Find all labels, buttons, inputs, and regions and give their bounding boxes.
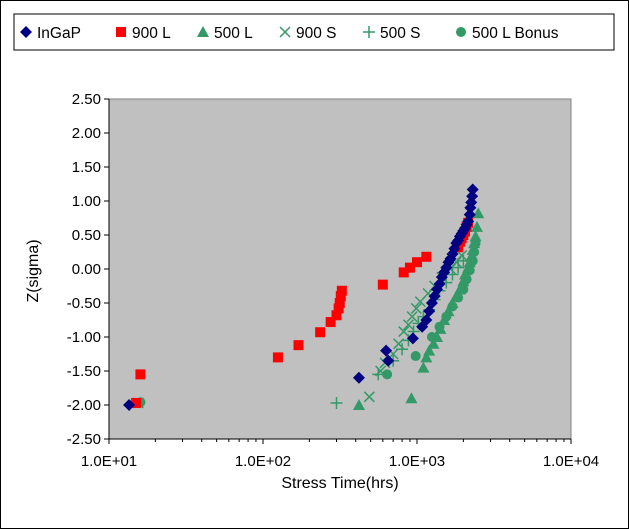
data-point (380, 344, 393, 357)
data-point (466, 190, 479, 203)
data-point (406, 311, 418, 323)
data-point (442, 305, 455, 317)
y-tick-label: 2.50 (72, 91, 101, 108)
data-point (431, 331, 444, 342)
y-tick-label: -2.00 (67, 397, 101, 414)
y-tick-label: 2.00 (72, 125, 101, 142)
data-point (334, 298, 345, 308)
data-point (434, 322, 447, 334)
data-point (382, 369, 393, 380)
data-point (398, 267, 409, 278)
data-point (466, 183, 479, 196)
data-point (131, 397, 142, 408)
y-tick-label: 0.50 (72, 227, 101, 244)
legend-label: 900 S (296, 25, 337, 42)
plot-area (108, 98, 572, 440)
data-point (272, 352, 283, 363)
legend-label: InGaP (37, 25, 81, 42)
y-tick-label: 1.50 (72, 159, 101, 176)
x-axis-title: Stress Time(hrs) (281, 475, 398, 492)
data-point (398, 326, 410, 338)
data-point (336, 285, 347, 296)
legend-item: InGaP (20, 25, 81, 42)
data-point (375, 365, 387, 377)
data-point (331, 310, 342, 321)
data-point (406, 332, 419, 345)
series-500-l (352, 207, 485, 410)
y-tick-label: -1.50 (67, 363, 101, 380)
data-point (457, 275, 470, 287)
data-point (330, 396, 343, 409)
legend-item: 500 L (197, 25, 253, 42)
data-point (333, 303, 344, 314)
y-tick-label: -1.00 (67, 329, 101, 346)
data-point (446, 297, 459, 308)
data-point (459, 268, 472, 280)
data-point (393, 338, 405, 350)
x-tick-label: 1.0E+02 (235, 453, 291, 470)
data-point (352, 399, 365, 410)
legend-label: 500 L Bonus (472, 25, 559, 42)
legend-marker (116, 27, 126, 37)
data-point (293, 340, 304, 351)
legend-marker (197, 26, 209, 37)
data-point (469, 230, 482, 242)
data-point (423, 344, 436, 356)
series-ingap (123, 183, 479, 411)
data-point (410, 351, 421, 362)
data-point (412, 257, 422, 268)
series-layer (123, 183, 485, 411)
data-point (438, 314, 451, 325)
data-point (135, 369, 146, 380)
data-point (417, 361, 430, 373)
data-point (470, 220, 483, 232)
data-point (410, 302, 422, 314)
legend-item: 500 S (363, 25, 421, 42)
legend-marker (363, 26, 375, 38)
y-tick-label: 1.00 (72, 193, 101, 210)
y-tick-label: -0.50 (67, 295, 101, 312)
data-point (450, 290, 463, 302)
y-axis-title: Z(sigma) (25, 239, 42, 302)
data-point (352, 371, 365, 384)
legend-label: 900 L (132, 25, 171, 42)
data-point (405, 392, 418, 404)
legend: InGaP 900 L 500 L 900 S 500 S 500 L Bonus (20, 25, 559, 42)
data-point (377, 279, 388, 290)
data-point (472, 207, 485, 219)
legend-item: 900 S (279, 25, 337, 42)
x-tick-label: 1.0E+03 (389, 453, 445, 470)
x-tick-label: 1.0E+01 (81, 453, 137, 470)
legend-marker (456, 27, 466, 37)
data-point (427, 337, 440, 349)
legend-marker (20, 26, 32, 38)
data-point (453, 283, 466, 295)
data-point (463, 208, 476, 221)
data-point (421, 251, 432, 262)
legend-marker (279, 26, 291, 38)
data-point (420, 351, 433, 363)
data-point (465, 250, 478, 262)
data-point (315, 327, 326, 338)
y-tick-label: 0.00 (72, 261, 101, 278)
legend-label: 500 L (214, 25, 253, 42)
legend-box (13, 13, 615, 51)
data-point (402, 319, 414, 331)
data-point (363, 391, 375, 403)
legend-label: 500 S (380, 25, 421, 42)
data-point (382, 354, 395, 367)
legend-item: 500 L Bonus (456, 25, 559, 42)
data-point (335, 291, 346, 302)
data-point (468, 237, 481, 249)
legend-item: 900 L (116, 25, 171, 42)
data-point (325, 317, 336, 328)
axes: -2.50 -2.00 -1.50 -1.00 -0.50 0.00 0.50 1.00 1.5… (67, 91, 599, 470)
x-tick-label: 1.0E+04 (543, 453, 599, 470)
y-tick-label: -2.50 (67, 431, 101, 448)
data-point (123, 399, 136, 411)
data-point (466, 243, 479, 255)
data-point (404, 262, 415, 273)
